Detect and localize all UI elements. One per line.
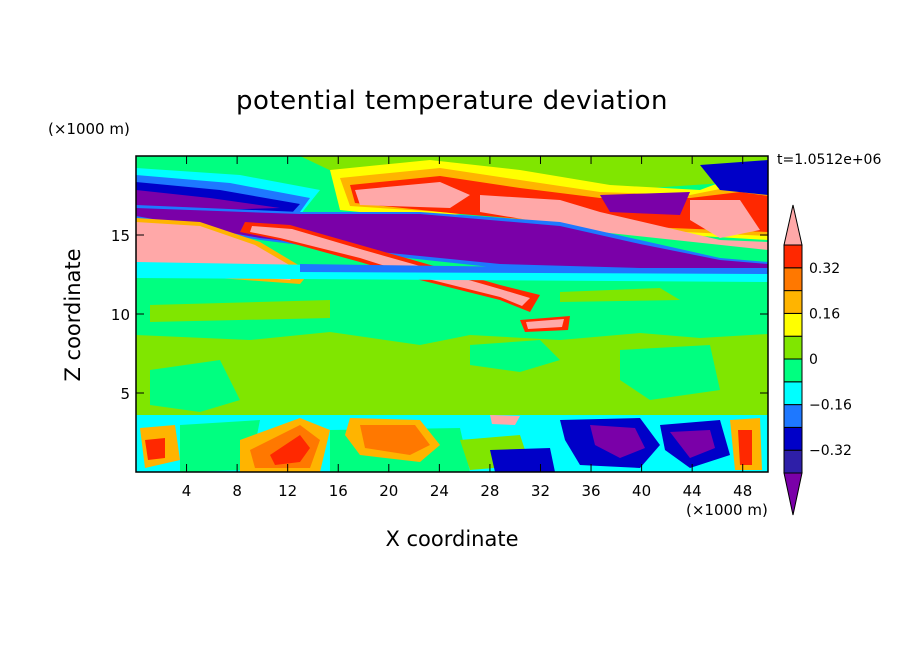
x-tick-label: 20	[379, 482, 398, 500]
field-purple-wedge	[136, 208, 768, 268]
colorbar: 0.32 0.16 0 −0.16 −0.32	[783, 204, 852, 516]
colorbar-swatch	[783, 381, 803, 406]
colorbar-swatch	[783, 404, 803, 428]
field-lower-navy-3	[490, 448, 555, 472]
x-tick-label: 4	[182, 482, 192, 500]
colorbar-tick-label: 0	[809, 352, 818, 368]
colorbar-swatch	[783, 358, 803, 383]
colorbar-max-triangle	[783, 204, 803, 246]
colorbar-tick-label: −0.32	[809, 443, 852, 459]
field-topleft-purple	[136, 190, 280, 212]
field-topright-navy	[700, 160, 768, 195]
colorbar-swatch	[783, 290, 803, 314]
field-lower-purple-1	[590, 425, 645, 458]
field-blue-band	[300, 264, 768, 274]
colorbar-tick-label: 0.32	[809, 261, 840, 277]
x-tick-label: 48	[733, 482, 752, 500]
contour-field	[136, 156, 768, 472]
field-mid-small-pink	[526, 319, 564, 329]
x-tick-label: 24	[430, 482, 449, 500]
x-axis-label: X coordinate	[385, 527, 519, 551]
field-lightgreen-strip-2	[560, 288, 680, 302]
colorbar-swatch	[783, 312, 803, 337]
y-tick-label: 10	[111, 306, 130, 324]
field-green-patch-3	[620, 345, 720, 400]
field-lower-pink-1	[490, 415, 520, 425]
field-upper-pink-3	[690, 200, 760, 238]
x-tick-label: 28	[480, 482, 499, 500]
colorbar-tick-label: −0.16	[809, 398, 852, 414]
field-upper-pink-2	[480, 195, 768, 250]
x-axis-unit: (×1000 m)	[686, 501, 768, 519]
colorbar-swatch	[783, 267, 803, 292]
x-tick-label: 8	[232, 482, 242, 500]
colorbar-swatch	[783, 449, 803, 474]
x-tick-label: 32	[531, 482, 550, 500]
y-tick-label: 15	[111, 227, 130, 245]
y-tick-label: 5	[120, 385, 130, 403]
x-tick-label: 44	[683, 482, 702, 500]
x-tick-label: 40	[632, 482, 651, 500]
y-axis-ticks: 5 10 15	[111, 227, 768, 403]
field-lower-red-1b	[270, 435, 310, 465]
field-green-patch-1	[150, 360, 240, 412]
field-green-patch-2	[470, 340, 560, 372]
field-topright-purple	[600, 192, 690, 215]
x-axis-ticks: 4 8 12 16 20 24 28 32 36 40 44 48	[182, 156, 752, 500]
field-lower-red-2	[360, 425, 430, 455]
colorbar-min-triangle	[783, 472, 803, 516]
colorbar-swatch	[783, 244, 803, 269]
x-tick-label: 12	[278, 482, 297, 500]
field-lower-red-3	[145, 438, 165, 460]
colorbar-swatch	[783, 335, 803, 360]
field-lightgreen-strip	[150, 300, 330, 322]
field-lower-purple-2	[670, 430, 715, 458]
chart-title: potential temperature deviation	[236, 86, 668, 116]
x-tick-label: 16	[329, 482, 348, 500]
field-lower-red-4	[738, 430, 752, 465]
field-upper-pink-1	[355, 182, 470, 208]
y-axis-unit: (×1000 m)	[48, 120, 130, 138]
field-lightgreen-band	[136, 332, 768, 415]
x-tick-label: 36	[581, 482, 600, 500]
colorbar-swatch	[783, 426, 803, 451]
colorbar-tick-label: 0.16	[809, 306, 840, 322]
time-annotation: t=1.0512e+06	[777, 152, 882, 168]
